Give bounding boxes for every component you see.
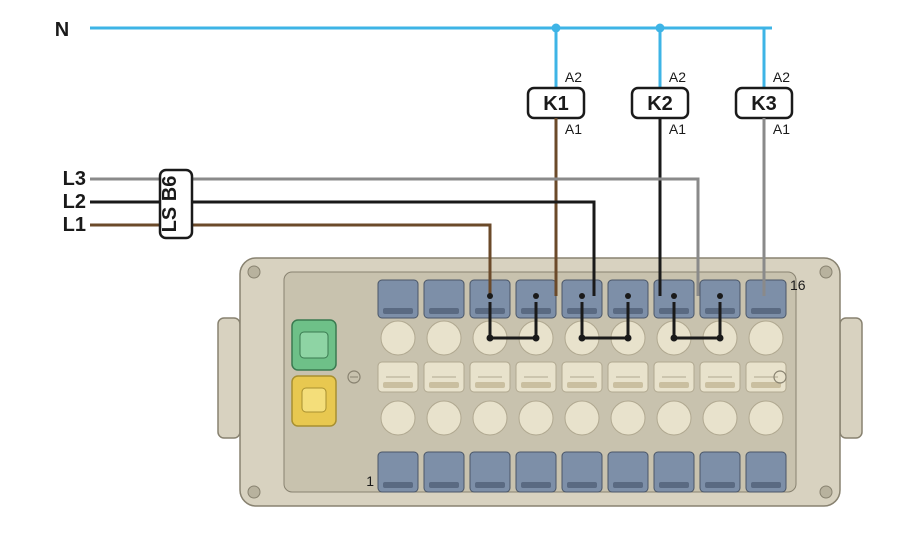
wire-entry-dot (533, 293, 539, 299)
label-neutral: N (55, 19, 69, 41)
screw-icon (820, 266, 832, 278)
terminal-circle (703, 401, 737, 435)
label-l1: L1 (63, 214, 86, 236)
wire-entry-dot (487, 293, 493, 299)
contactor-label-k3: K3 (751, 93, 777, 115)
screw-icon (248, 486, 260, 498)
label-l2: L2 (63, 191, 86, 213)
label-l3: L3 (63, 168, 86, 190)
connector-flange-left (218, 318, 240, 438)
terminal-circle (473, 401, 507, 435)
terminal-circle (519, 401, 553, 435)
coil-pin-a2-k1: A2 (565, 69, 582, 85)
wire-entry-dot (717, 293, 723, 299)
coil-pin-a1-k2: A1 (669, 121, 686, 137)
terminal-circle (427, 401, 461, 435)
terminal-label-16: 16 (790, 277, 806, 293)
coil-pin-a1-k1: A1 (565, 121, 582, 137)
terminal-circle (381, 401, 415, 435)
junction-dot (656, 24, 665, 33)
terminal-circle (565, 401, 599, 435)
coil-pin-a2-k2: A2 (669, 69, 686, 85)
contactor-label-k2: K2 (647, 93, 673, 115)
junction-dot (552, 24, 561, 33)
terminal-circle (611, 401, 645, 435)
wire-entry-dot (671, 293, 677, 299)
wire-entry-dot (579, 293, 585, 299)
terminal-circle (381, 321, 415, 355)
screw-icon (248, 266, 260, 278)
wire-entry-dot (625, 293, 631, 299)
breaker-label: LS B6 (159, 176, 181, 233)
terminal-circle (657, 401, 691, 435)
terminal-circle (749, 401, 783, 435)
coil-pin-a2-k3: A2 (773, 69, 790, 85)
terminal-circle (749, 321, 783, 355)
contactor-label-k1: K1 (543, 93, 569, 115)
terminal-label-1: 1 (366, 473, 374, 489)
coil-pin-a1-k3: A1 (773, 121, 790, 137)
connector-flange-right (840, 318, 862, 438)
terminal-circle (427, 321, 461, 355)
screw-icon (820, 486, 832, 498)
